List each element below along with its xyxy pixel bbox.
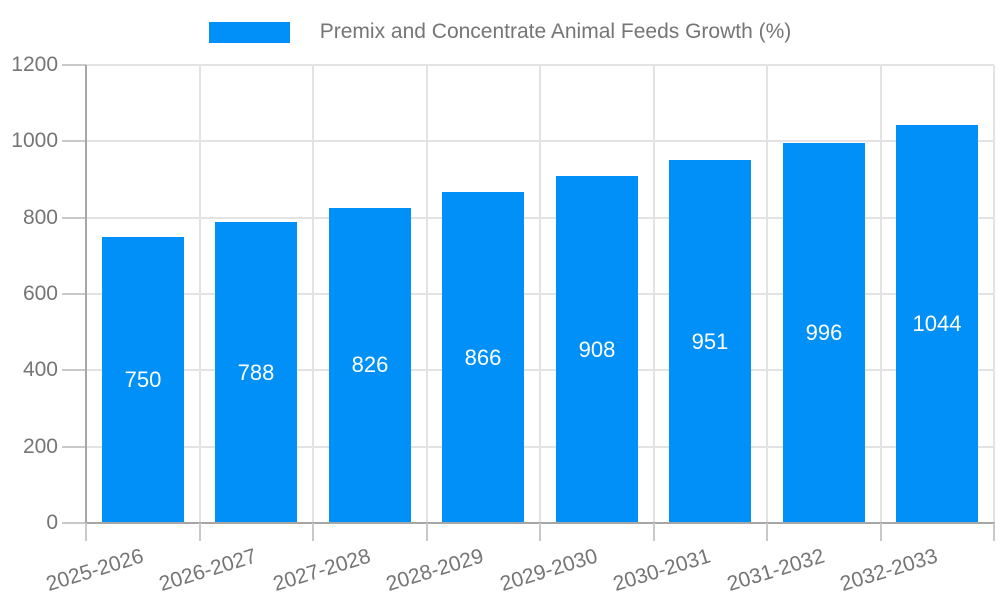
x-axis-tick (880, 523, 882, 541)
bar-value-label: 951 (691, 329, 729, 354)
bar (102, 237, 184, 523)
v-gridline (993, 65, 995, 523)
bar (215, 222, 297, 523)
bar-value-label: 908 (578, 337, 616, 362)
bar (896, 125, 978, 523)
bar (783, 143, 865, 523)
bar-value-label: 996 (805, 320, 843, 345)
y-axis-label: 400 (22, 358, 58, 381)
v-gridline (880, 65, 882, 523)
x-axis-tick (539, 523, 541, 541)
v-gridline (312, 65, 314, 523)
y-axis-tick (62, 64, 86, 66)
x-axis-tick (653, 523, 655, 541)
y-axis-label: 200 (22, 435, 58, 458)
bar (442, 192, 524, 523)
x-axis-tick (993, 523, 995, 541)
bar (329, 208, 411, 523)
legend-swatch (208, 21, 290, 43)
legend-label: Premix and Concentrate Animal Feeds Grow… (319, 20, 792, 43)
x-axis-tick (312, 523, 314, 541)
x-axis-tick (85, 523, 87, 541)
v-gridline (199, 65, 201, 523)
bar (669, 160, 751, 523)
bar-value-label: 750 (124, 367, 162, 392)
bar-value-label: 1044 (912, 311, 962, 336)
y-axis-tick (62, 522, 86, 524)
y-axis-tick (62, 140, 86, 142)
y-axis-tick (62, 217, 86, 219)
x-axis-tick (426, 523, 428, 541)
y-axis-tick (62, 369, 86, 371)
y-axis-tick (62, 293, 86, 295)
x-axis-tick (766, 523, 768, 541)
bar-value-label: 866 (464, 345, 502, 370)
bar (556, 176, 638, 523)
v-gridline (426, 65, 428, 523)
bar-value-label: 826 (351, 352, 389, 377)
x-axis-tick (199, 523, 201, 541)
v-gridline (653, 65, 655, 523)
v-gridline (766, 65, 768, 523)
y-axis-label: 1200 (11, 53, 58, 76)
y-axis-label: 600 (22, 282, 58, 305)
bar-value-label: 788 (237, 360, 275, 385)
v-gridline (539, 65, 541, 523)
y-axis-label: 0 (46, 511, 58, 534)
y-axis-label: 800 (22, 206, 58, 229)
y-axis-tick (62, 446, 86, 448)
y-axis-line (85, 65, 87, 523)
chart-legend: Premix and Concentrate Animal Feeds Grow… (0, 20, 1000, 44)
y-axis-label: 1000 (11, 129, 58, 152)
